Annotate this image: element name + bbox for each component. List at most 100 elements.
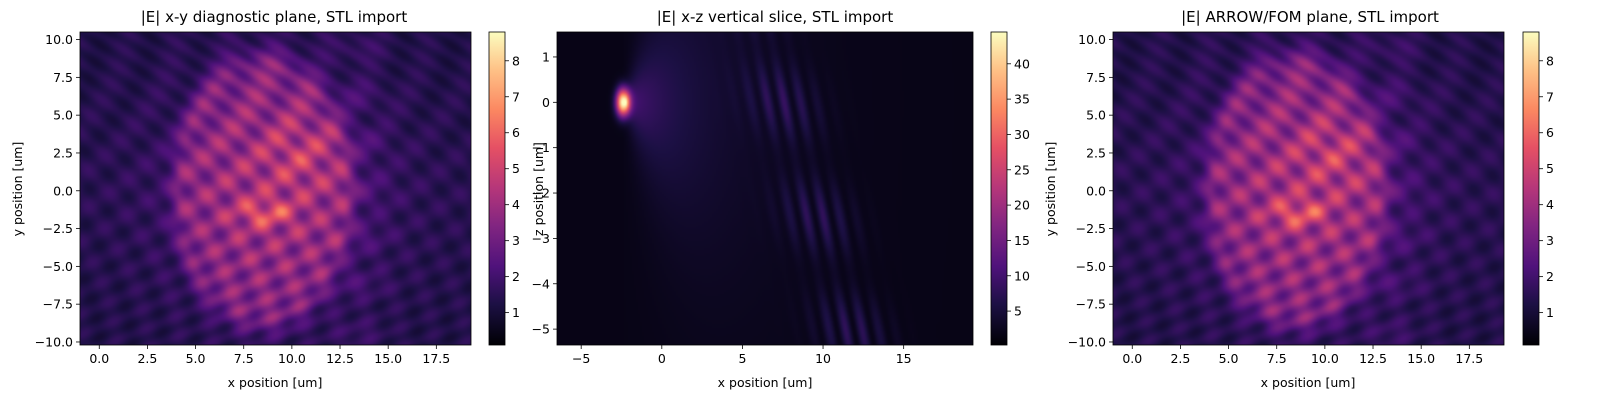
x-axis-label: x position [um] bbox=[1261, 375, 1356, 390]
colorbar-tick-label: 15 bbox=[1014, 233, 1030, 248]
y-tick-label: 0.0 bbox=[1086, 183, 1106, 198]
colorbar-tick-label: 30 bbox=[1014, 127, 1030, 142]
colorbar: 40 35 30 25 20 15 10 5 bbox=[990, 31, 1030, 346]
colorbar-tick-label: 5 bbox=[512, 161, 520, 176]
y-tick-label: 5.0 bbox=[1086, 108, 1106, 123]
colorbar-tick-label: 5 bbox=[1546, 161, 1554, 176]
chart-title: |E| ARROW/FOM plane, STL import bbox=[1181, 8, 1439, 26]
y-tick-label: 0.0 bbox=[53, 183, 73, 198]
y-tick-label: 0 bbox=[542, 95, 550, 110]
colorbar-tick-label: 3 bbox=[512, 233, 520, 248]
y-axis-ticks: 10.0 7.5 5.0 2.5 0.0 −2.5 −5.0 −7.5 −10.0 bbox=[1068, 32, 1113, 349]
plot-frame bbox=[556, 31, 974, 346]
x-axis-ticks: −5 0 5 10 15 bbox=[572, 345, 912, 366]
plot-frame bbox=[1112, 31, 1505, 346]
y-tick-label: 2.5 bbox=[1086, 145, 1106, 160]
x-tick-label: 5.0 bbox=[186, 351, 206, 366]
x-tick-label: 0 bbox=[658, 351, 666, 366]
colorbar-tick-label: 6 bbox=[1546, 125, 1554, 140]
y-tick-label: −7.5 bbox=[1076, 297, 1106, 312]
heatmap-image bbox=[80, 32, 471, 345]
x-axis-ticks: 0.0 2.5 5.0 7.5 10.0 12.5 15.0 17.5 bbox=[89, 345, 450, 366]
y-tick-label: −10.0 bbox=[35, 334, 73, 349]
x-tick-label: 10.0 bbox=[1311, 351, 1339, 366]
x-tick-label: 2.5 bbox=[1170, 351, 1190, 366]
x-tick-label: 0.0 bbox=[89, 351, 109, 366]
y-tick-label: 2.5 bbox=[53, 145, 73, 160]
y-tick-label: −7.5 bbox=[43, 297, 73, 312]
x-axis-ticks: 0.0 2.5 5.0 7.5 10.0 12.5 15.0 17.5 bbox=[1122, 345, 1483, 366]
panel-xz-vertical-slice: |E| x-z vertical slice, STL import −5 0 5 1… bbox=[531, 8, 1030, 390]
x-tick-label: 2.5 bbox=[137, 351, 157, 366]
colorbar-tick-label: 3 bbox=[1546, 233, 1554, 248]
heatmap-image bbox=[1113, 32, 1504, 345]
colorbar: 8 7 6 5 4 3 2 1 bbox=[488, 31, 520, 346]
y-tick-label: −1 bbox=[532, 140, 550, 155]
x-tick-label: 7.5 bbox=[1267, 351, 1287, 366]
colorbar-tick-label: 6 bbox=[512, 125, 520, 140]
y-tick-label: 5.0 bbox=[53, 108, 73, 123]
heatmap-image bbox=[557, 32, 973, 345]
plot-frame bbox=[79, 31, 472, 346]
colorbar-tick-label: 40 bbox=[1014, 56, 1030, 71]
y-tick-label: −5.0 bbox=[43, 259, 73, 274]
x-tick-label: −5 bbox=[572, 351, 590, 366]
colorbar-tick-label: 25 bbox=[1014, 162, 1030, 177]
y-tick-label: −10.0 bbox=[1068, 334, 1106, 349]
y-tick-label: −3 bbox=[532, 231, 550, 246]
y-tick-label: 7.5 bbox=[53, 70, 73, 85]
x-tick-label: 10 bbox=[815, 351, 831, 366]
colorbar-tick-label: 4 bbox=[1546, 197, 1554, 212]
panel-xy-diagnostic: |E| x-y diagnostic plane, STL import 0.0… bbox=[10, 8, 520, 390]
x-tick-label: 12.5 bbox=[326, 351, 354, 366]
y-axis-label: y position [um] bbox=[1043, 142, 1058, 237]
colorbar-gradient bbox=[1522, 31, 1540, 346]
colorbar-gradient bbox=[990, 31, 1008, 346]
heatmap-area bbox=[1112, 31, 1505, 346]
colorbar-tick-label: 7 bbox=[512, 89, 520, 104]
y-axis-ticks: 10.0 7.5 5.0 2.5 0.0 −2.5 −5.0 −7.5 −10.0 bbox=[35, 32, 80, 349]
x-tick-label: 15 bbox=[896, 351, 912, 366]
colorbar-ticks: 8 7 6 5 4 3 2 1 bbox=[505, 53, 520, 320]
x-tick-label: 10.0 bbox=[278, 351, 306, 366]
colorbar-tick-label: 4 bbox=[512, 197, 520, 212]
y-tick-label: 1 bbox=[542, 49, 550, 64]
y-tick-label: −2 bbox=[532, 186, 550, 201]
chart-title: |E| x-y diagnostic plane, STL import bbox=[141, 8, 408, 26]
chart-title: |E| x-z vertical slice, STL import bbox=[657, 8, 894, 26]
colorbar-tick-label: 10 bbox=[1014, 268, 1030, 283]
y-axis-label: z position [um] bbox=[531, 142, 546, 236]
colorbar-gradient bbox=[488, 31, 506, 346]
colorbar-tick-label: 1 bbox=[512, 305, 520, 320]
y-tick-label: −5.0 bbox=[1076, 259, 1106, 274]
x-tick-label: 17.5 bbox=[422, 351, 450, 366]
y-tick-label: −4 bbox=[532, 276, 550, 291]
y-axis-ticks: 1 0 −1 −2 −3 −4 −5 bbox=[532, 49, 557, 337]
x-axis-label: x position [um] bbox=[718, 375, 813, 390]
colorbar-tick-label: 2 bbox=[1546, 269, 1554, 284]
x-tick-label: 5 bbox=[738, 351, 746, 366]
x-tick-label: 12.5 bbox=[1359, 351, 1387, 366]
x-tick-label: 7.5 bbox=[234, 351, 254, 366]
x-tick-label: 15.0 bbox=[1407, 351, 1435, 366]
colorbar-tick-label: 1 bbox=[1546, 305, 1554, 320]
y-tick-label: 10.0 bbox=[1078, 32, 1106, 47]
colorbar-tick-label: 5 bbox=[1014, 304, 1022, 319]
y-axis-label: y position [um] bbox=[10, 142, 25, 237]
colorbar-ticks: 8 7 6 5 4 3 2 1 bbox=[1539, 53, 1554, 320]
x-tick-label: 15.0 bbox=[374, 351, 402, 366]
x-tick-label: 5.0 bbox=[1219, 351, 1239, 366]
x-axis-label: x position [um] bbox=[228, 375, 323, 390]
colorbar: 8 7 6 5 4 3 2 1 bbox=[1522, 31, 1554, 346]
colorbar-tick-label: 8 bbox=[512, 53, 520, 68]
y-tick-label: −5 bbox=[532, 322, 550, 337]
y-tick-label: −2.5 bbox=[1076, 221, 1106, 236]
x-tick-label: 17.5 bbox=[1455, 351, 1483, 366]
heatmap-area bbox=[556, 31, 974, 346]
y-tick-label: −2.5 bbox=[43, 221, 73, 236]
colorbar-tick-label: 35 bbox=[1014, 92, 1030, 107]
heatmap-area bbox=[79, 31, 472, 346]
panel-arrow-fom-plane: |E| ARROW/FOM plane, STL import 0.0 2.5 5.… bbox=[1043, 8, 1554, 390]
colorbar-tick-label: 20 bbox=[1014, 198, 1030, 213]
